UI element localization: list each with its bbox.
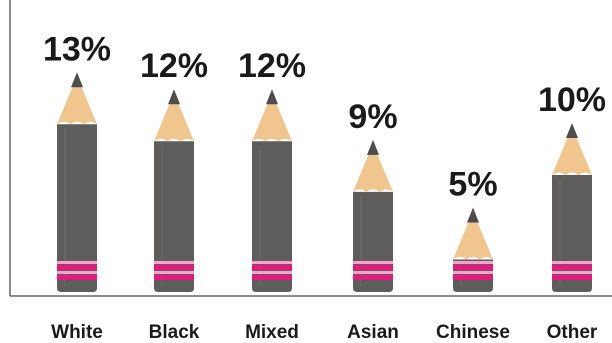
- pencil-lead-3: [367, 139, 379, 155]
- pencil-lead-4: [467, 207, 479, 223]
- pencil-band-light-5: [552, 261, 592, 264]
- category-label-5: Other: [547, 322, 598, 343]
- value-label-3: 9%: [348, 98, 397, 136]
- pencil-band-main-2-5: [552, 275, 592, 280]
- pencil-band-light-2-0: [57, 271, 97, 274]
- pencil-band-main-2-0: [57, 275, 97, 280]
- pencil-lead-5: [566, 123, 578, 138]
- pencil-lead-2: [266, 89, 278, 105]
- value-label-4: 5%: [448, 166, 497, 204]
- bar-3: [353, 139, 393, 292]
- category-label-4: Chinese: [436, 322, 510, 343]
- value-label-0: 13%: [43, 30, 111, 68]
- pencil-band-light-2-3: [353, 271, 393, 274]
- pencil-body-5: [552, 175, 592, 292]
- pencil-wood-3: [353, 143, 393, 192]
- pencil-band-main-1: [154, 265, 194, 270]
- pencil-body-0: [57, 124, 97, 292]
- pencil-band-main-2-4: [453, 275, 493, 280]
- pencil-lead-0: [71, 72, 83, 88]
- category-label-0: White: [51, 322, 103, 343]
- pencil-band-light-2-4: [453, 271, 493, 274]
- pencil-wood-1: [154, 93, 194, 142]
- pencil-band-main-5: [552, 265, 592, 270]
- pencil-band-light-2-5: [552, 271, 592, 274]
- bar-5: [552, 123, 592, 292]
- pencil-band-main-2-3: [353, 275, 393, 280]
- pencil-band-light-2: [252, 261, 292, 264]
- pencil-band-light-3: [353, 261, 393, 264]
- pencil-band-light-4: [453, 261, 493, 264]
- category-label-3: Asian: [347, 322, 399, 343]
- value-label-1: 12%: [140, 47, 208, 85]
- pencil-band-main-4: [453, 265, 493, 270]
- value-label-2: 12%: [238, 47, 306, 85]
- pencil-band-light-2-1: [154, 271, 194, 274]
- category-label-1: Black: [149, 322, 200, 343]
- pencil-wood-5: [552, 127, 592, 175]
- pencil-body-1: [154, 141, 194, 292]
- pencil-band-light-1: [154, 261, 194, 264]
- pencil-wood-4: [453, 211, 493, 260]
- pencil-band-main-2-1: [154, 275, 194, 280]
- pencil-wood-0: [57, 76, 97, 125]
- bar-0: [57, 72, 97, 292]
- bars-group: [57, 72, 592, 292]
- category-label-2: Mixed: [245, 322, 299, 343]
- bar-1: [154, 89, 194, 292]
- pencil-band-light-0: [57, 261, 97, 264]
- labels-group: 13% White 12% Black 12% Mixed 9% Asian 5% Chinese…: [43, 30, 606, 343]
- pencil-band-light-2-2: [252, 271, 292, 274]
- pencil-band-main-0: [57, 265, 97, 270]
- pencil-band-main-2: [252, 265, 292, 270]
- pencil-band-main-3: [353, 265, 393, 270]
- bar-4: [453, 207, 493, 292]
- pencil-body-2: [252, 141, 292, 292]
- pencil-lead-1: [168, 89, 180, 105]
- value-label-5: 10%: [538, 81, 606, 119]
- bar-2: [252, 89, 292, 292]
- pencil-wood-2: [252, 93, 292, 142]
- pencil-band-main-2-2: [252, 275, 292, 280]
